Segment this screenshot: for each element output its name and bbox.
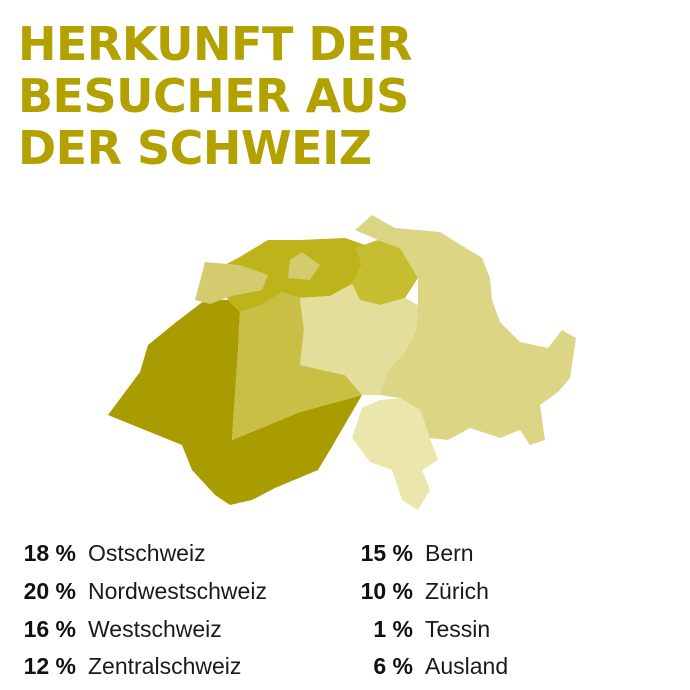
legend-region: Nordwestschweiz — [88, 578, 267, 605]
legend-region: Ausland — [425, 653, 509, 680]
legend-row: 20 % Nordwestschweiz — [16, 573, 267, 611]
region-ostschweiz — [355, 215, 576, 445]
legend-percent: 15 % — [360, 540, 413, 567]
legend-percent: 16 % — [23, 615, 76, 642]
region-basel — [195, 262, 268, 304]
legend-row: 18 % Ostschweiz — [16, 535, 267, 573]
legend-percent: 18 % — [23, 540, 76, 567]
legend-row: 12 % Zentralschweiz — [16, 648, 267, 686]
legend-region: Zürich — [425, 578, 489, 605]
legend-region: Zentralschweiz — [88, 653, 242, 680]
legend-region: Ostschweiz — [88, 540, 206, 567]
legend-percent: 1 % — [373, 615, 413, 642]
title-line-2: BESUCHER AUS — [18, 69, 409, 123]
legend-left: 18 % Ostschweiz 20 % Nordwestschweiz 16 … — [16, 535, 267, 686]
title-line-1: HERKUNFT DER — [18, 17, 412, 71]
region-zuerich — [352, 240, 418, 305]
legend-row: 10 % Zürich — [345, 573, 508, 611]
legend-region: Bern — [425, 540, 474, 567]
legend-row: 15 % Bern — [345, 535, 508, 573]
legend-region: Westschweiz — [88, 615, 222, 642]
legend-percent: 12 % — [23, 653, 76, 680]
map-title: HERKUNFT DER BESUCHER AUS DER SCHWEIZ — [18, 18, 412, 174]
legend-row: 1 % Tessin — [345, 610, 508, 648]
region-tessin — [352, 398, 438, 510]
region-zentralschweiz — [300, 284, 418, 395]
legend-row: 16 % Westschweiz — [16, 610, 267, 648]
region-basel-land — [288, 252, 320, 280]
legend-region: Tessin — [425, 615, 491, 642]
region-westschweiz — [108, 300, 362, 505]
legend-right: 15 % Bern 10 % Zürich 1 % Tessin 6 % Aus… — [345, 535, 509, 686]
legend-percent: 6 % — [373, 653, 413, 680]
legend-percent: 10 % — [360, 578, 413, 605]
legend-row: 6 % Ausland — [345, 648, 508, 686]
region-bern — [232, 292, 362, 440]
title-line-3: DER SCHWEIZ — [18, 121, 372, 175]
legend-percent: 20 % — [23, 578, 76, 605]
